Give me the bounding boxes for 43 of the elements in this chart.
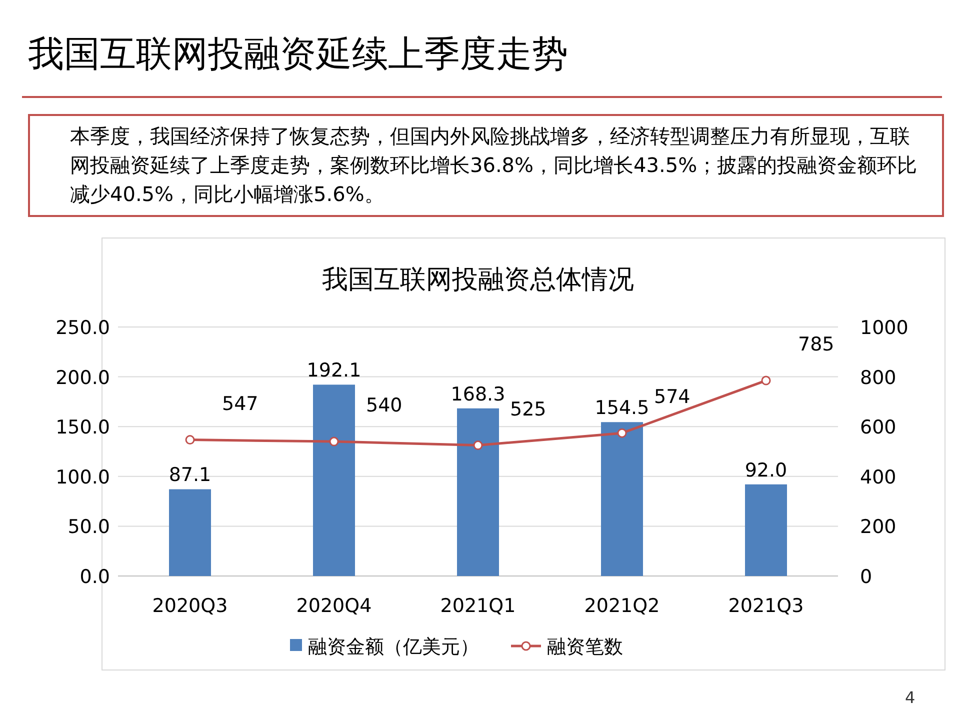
bar [169, 489, 211, 576]
y-tick-label: 0.0 [80, 566, 110, 588]
data-label: 525 [510, 398, 546, 420]
bar [313, 384, 355, 576]
x-tick-label: 2021Q3 [728, 595, 804, 617]
point [473, 440, 483, 450]
legend-label: 融资金额（亿美元） [308, 636, 479, 658]
y2-tick-label: 400 [860, 466, 896, 488]
data-label: 574 [654, 386, 690, 408]
y-tick-label: 150.0 [56, 416, 110, 439]
bar [745, 484, 787, 576]
point [329, 436, 339, 446]
x-tick-label: 2021Q2 [584, 595, 660, 617]
data-label: 92.0 [744, 459, 788, 482]
y2-tick-label: 1000 [860, 317, 908, 339]
data-label: 168.3 [450, 383, 506, 406]
point [185, 435, 195, 445]
data-label: 547 [222, 392, 258, 415]
y-tick-label: 50.0 [68, 516, 110, 538]
y-tick-label: 250.0 [56, 317, 110, 339]
x-tick-label: 2020Q4 [296, 595, 372, 617]
point [761, 376, 771, 386]
text: 4 [905, 688, 916, 707]
text: 本季度，我国经济保持了恢复态势，但国内外风险挑战增多，经济转型调整压力有所显现，互联网投融资延续了上季度走势，案例数环比增长36.8%，同比增长43.5%；披露的投融资金额环比减少40.5%，同比小幅增涨5.6%。 [28, 114, 944, 217]
bar [457, 408, 499, 576]
point [617, 428, 627, 438]
data-label: 154.5 [594, 397, 650, 420]
data-label: 87.1 [168, 464, 212, 486]
data-label: 540 [366, 394, 402, 417]
y2-tick-label: 0 [860, 566, 872, 588]
x-tick-label: 2020Q3 [152, 595, 228, 617]
legend-label: 融资笔数 [547, 636, 623, 658]
y2-tick-label: 800 [860, 366, 896, 389]
y2-tick-label: 200 [860, 516, 896, 538]
x-tick-label: 2021Q1 [440, 595, 516, 617]
data-label: 785 [798, 334, 834, 356]
y-tick-label: 100.0 [56, 466, 110, 488]
chart-title: 我国互联网投融资总体情况 [322, 265, 634, 295]
y2-tick-label: 600 [860, 416, 896, 439]
bar [601, 422, 643, 576]
y-tick-label: 200.0 [56, 366, 110, 389]
data-label: 192.1 [306, 360, 362, 382]
text: 我国互联网投融资延续上季度走势 [28, 33, 568, 77]
